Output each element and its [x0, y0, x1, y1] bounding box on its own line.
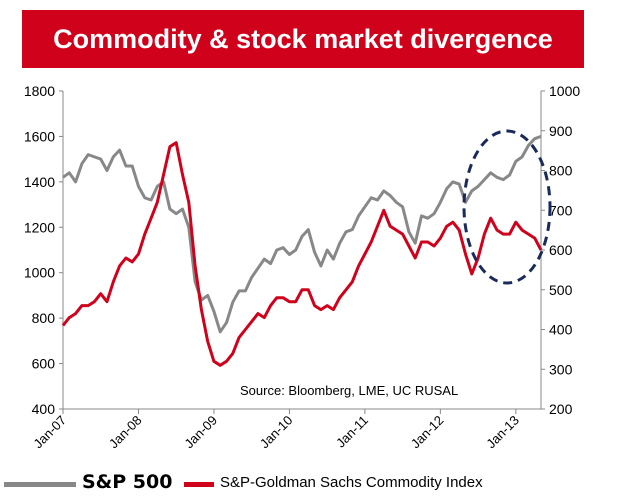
- legend-commodity-swatch: [184, 482, 214, 487]
- right-axis-tick-label: 200: [549, 401, 573, 417]
- right-axis-tick-label: 300: [549, 361, 573, 377]
- left-axis-tick-label: 800: [32, 310, 56, 326]
- right-axis-tick-label: 600: [549, 242, 573, 258]
- x-axis-tick-label: Jan-11: [333, 413, 371, 451]
- right-axis-tick-label: 800: [549, 163, 573, 179]
- right-axis-tick-label: 700: [549, 202, 573, 218]
- legend-commodity-label: S&P-Goldman Sachs Commodity Index: [220, 474, 483, 491]
- left-axis-tick-label: 600: [32, 356, 56, 372]
- legend-sp500-label: S&P 500: [82, 471, 173, 493]
- legend-sp500-swatch: [4, 482, 76, 487]
- right-axis-tick-label: 1000: [549, 83, 580, 99]
- title-banner: Commodity & stock market divergence: [22, 10, 584, 68]
- right-axis-tick-label: 500: [549, 282, 573, 298]
- sp500-series-line: [62, 134, 542, 334]
- chart-title: Commodity & stock market divergence: [53, 24, 553, 54]
- x-axis-tick-label: Jan-12: [408, 413, 447, 452]
- x-axis-tick-label: Jan-09: [181, 413, 220, 452]
- x-axis-tick-label: Jan-13: [483, 413, 522, 452]
- x-axis-tick-label: Jan-08: [106, 413, 145, 452]
- divergence-highlight-ellipse: [462, 129, 552, 285]
- x-axis-tick-label: Jan-10: [257, 413, 296, 452]
- source-note: Source: Bloomberg, LME, UC RUSAL: [240, 383, 458, 398]
- right-axis-tick-label: 400: [549, 322, 573, 338]
- left-axis-tick-label: 1200: [24, 219, 55, 235]
- left-axis-tick-label: 1800: [24, 83, 55, 99]
- x-axis-tick-label: Jan-07: [30, 413, 69, 452]
- left-axis-tick-label: 1000: [24, 265, 55, 281]
- left-axis-tick-label: 1600: [24, 128, 55, 144]
- left-axis-tick-label: 400: [32, 401, 56, 417]
- commodity-series-line: [61, 141, 543, 367]
- left-axis-tick-label: 1400: [24, 174, 55, 190]
- right-axis-tick-label: 900: [549, 123, 573, 139]
